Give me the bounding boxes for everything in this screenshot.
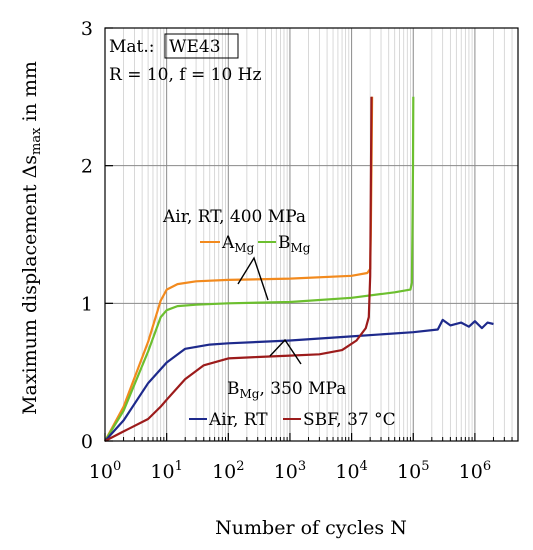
x-axis-label: Number of cycles N bbox=[215, 517, 407, 539]
y-tick-labels: 0 1 2 3 bbox=[81, 18, 93, 453]
plot-frame bbox=[104, 27, 519, 442]
series-line-B_air_400 bbox=[104, 96, 415, 442]
y-tick-label: 1 bbox=[81, 293, 93, 315]
test-conditions: R = 10, f = 10 Hz bbox=[109, 65, 261, 85]
x-tick-label: 100 bbox=[89, 459, 121, 483]
x-tick-label: 106 bbox=[459, 459, 491, 483]
series-line-B_air_350 bbox=[104, 318, 494, 442]
grid bbox=[104, 28, 519, 441]
x-tick-labels: 100 101 102 103 104 105 106 bbox=[89, 459, 491, 483]
pointer-high bbox=[237, 256, 269, 301]
material-box bbox=[164, 33, 239, 59]
tick-marks bbox=[104, 27, 519, 442]
legend-label-air: Air, RT bbox=[208, 410, 268, 430]
series-line-B_sbf_350 bbox=[104, 96, 373, 442]
y-tick-label: 2 bbox=[81, 156, 93, 178]
y-tick-label: 0 bbox=[81, 431, 93, 453]
material-value: WE43 bbox=[169, 37, 221, 57]
x-tick-label: 101 bbox=[150, 459, 182, 483]
annotation-group-high: Air, RT, 400 MPa bbox=[162, 207, 306, 227]
x-tick-label: 102 bbox=[212, 459, 244, 483]
pointer-low bbox=[269, 338, 302, 365]
annotation-group-low: BMg, 350 MPa bbox=[227, 379, 346, 401]
x-tick-label: 103 bbox=[274, 459, 306, 483]
legend-label-a: AMg bbox=[221, 233, 255, 255]
x-tick-label: 104 bbox=[335, 459, 367, 483]
material-label: Mat.: bbox=[109, 37, 155, 57]
legend-label-sbf: SBF, 37 °C bbox=[303, 410, 396, 430]
legend-label-b: BMg bbox=[278, 233, 311, 255]
series-group bbox=[104, 96, 494, 442]
y-axis-label: Maximum displacement Δsmax in mm bbox=[19, 61, 44, 415]
x-tick-label: 105 bbox=[397, 459, 429, 483]
y-tick-label: 3 bbox=[81, 18, 93, 40]
